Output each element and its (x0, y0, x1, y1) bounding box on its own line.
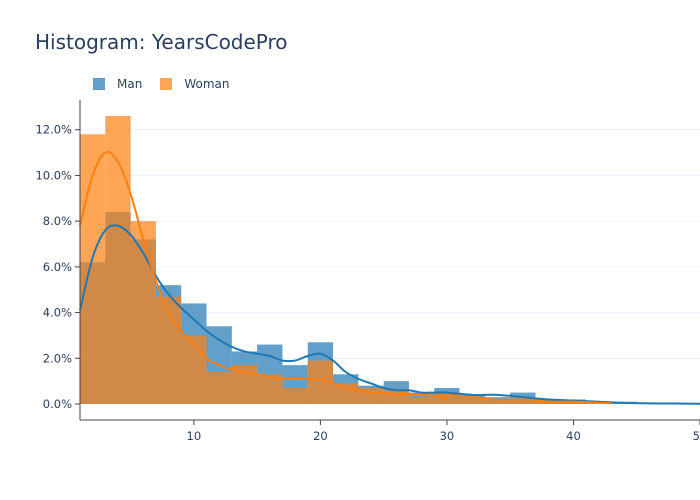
density-curves (79, 151, 700, 405)
legend[interactable]: Man Woman (93, 77, 229, 91)
bar-woman-2[interactable] (130, 221, 156, 404)
bar-woman-1[interactable] (105, 116, 131, 404)
y-tick-label-4: 8.0% (43, 214, 72, 228)
legend-swatch-woman (160, 78, 173, 90)
legend-label-woman: Woman (184, 77, 230, 91)
y-tick-label-3: 6.0% (43, 260, 72, 274)
y-tick-label-1: 2.0% (43, 351, 72, 365)
legend-item-man[interactable]: Man (93, 77, 142, 91)
bar-woman-17[interactable] (510, 399, 536, 404)
legend-label-man: Man (117, 77, 143, 91)
bar-man-17[interactable] (510, 392, 536, 404)
x-tick-label-1: 20 (313, 429, 328, 443)
bar-woman-19[interactable] (560, 401, 587, 404)
y-axis-ticks: 0.0% 2.0% 4.0% 6.0% 8.0% 10.0% 12.0% (35, 123, 80, 411)
x-tick-label-2: 30 (440, 429, 455, 443)
bar-woman-13[interactable] (408, 397, 435, 404)
bar-woman-14[interactable] (434, 392, 460, 404)
x-axis-ticks: 10 20 30 40 50 (187, 420, 700, 443)
axes (79, 100, 700, 421)
bar-woman-15[interactable] (459, 397, 485, 404)
y-tick-label-5: 10.0% (35, 168, 72, 182)
legend-swatch-man (93, 78, 105, 90)
kde-curve-woman[interactable] (79, 151, 612, 405)
bar-woman-8[interactable] (282, 388, 308, 404)
x-tick-label-0: 10 (187, 429, 202, 443)
chart-title: Histogram: YearsCodePro (35, 30, 288, 54)
bar-woman-16[interactable] (484, 399, 511, 404)
bar-woman-5[interactable] (206, 372, 232, 404)
y-tick-label-2: 4.0% (43, 306, 72, 320)
bar-woman-4[interactable] (181, 335, 207, 404)
y-tick-label-6: 12.0% (35, 123, 72, 137)
histogram-bars (80, 116, 700, 405)
bar-woman-0[interactable] (80, 134, 106, 405)
legend-item-woman[interactable]: Woman (160, 77, 229, 91)
kde-curve-man[interactable] (79, 224, 700, 405)
x-tick-label-3: 40 (566, 429, 581, 443)
y-tick-label-0: 0.0% (43, 397, 72, 411)
bar-woman-10[interactable] (333, 383, 359, 404)
x-tick-label-4: 50 (693, 429, 700, 443)
